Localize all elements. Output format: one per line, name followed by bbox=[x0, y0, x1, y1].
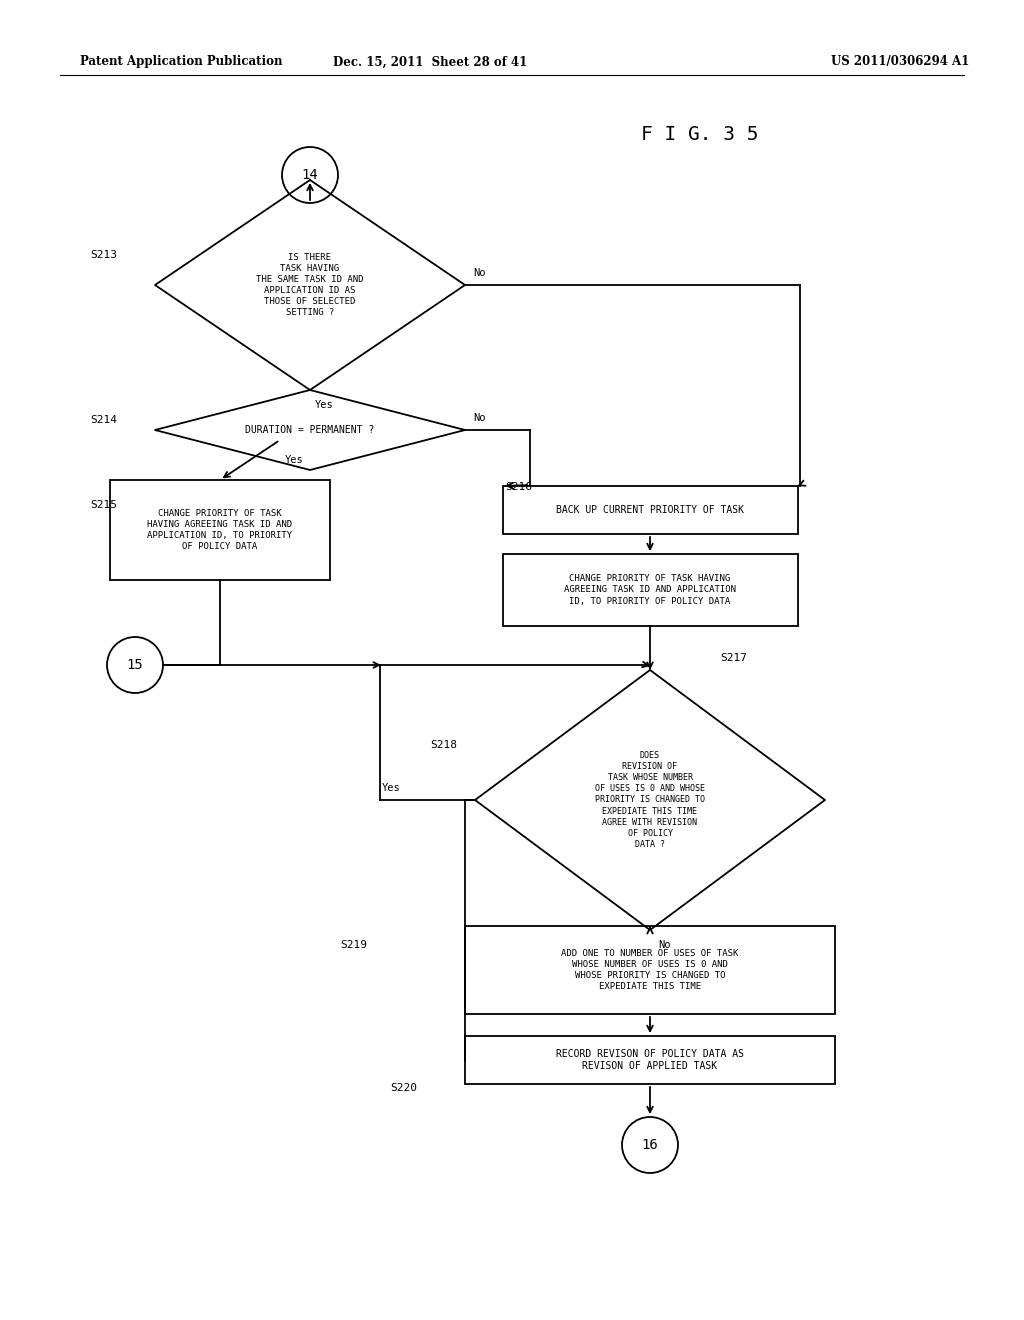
Text: S217: S217 bbox=[720, 653, 746, 663]
Bar bbox=[503, 554, 798, 626]
Text: US 2011/0306294 A1: US 2011/0306294 A1 bbox=[830, 55, 969, 69]
Text: RECORD REVISON OF POLICY DATA AS
REVISON OF APPLIED TASK: RECORD REVISON OF POLICY DATA AS REVISON… bbox=[556, 1049, 744, 1072]
Text: No: No bbox=[473, 413, 485, 422]
Text: ADD ONE TO NUMBER OF USES OF TASK
WHOSE NUMBER OF USES IS 0 AND
WHOSE PRIORITY I: ADD ONE TO NUMBER OF USES OF TASK WHOSE … bbox=[561, 949, 738, 991]
Text: S216: S216 bbox=[505, 482, 532, 492]
Bar bbox=[503, 486, 798, 535]
Text: S220: S220 bbox=[390, 1082, 417, 1093]
Bar bbox=[465, 927, 835, 1014]
Text: Yes: Yes bbox=[285, 455, 304, 465]
Text: Yes: Yes bbox=[382, 783, 400, 793]
Text: IS THERE
TASK HAVING
THE SAME TASK ID AND
APPLICATION ID AS
THOSE OF SELECTED
SE: IS THERE TASK HAVING THE SAME TASK ID AN… bbox=[256, 252, 364, 317]
Text: S218: S218 bbox=[430, 741, 457, 750]
Text: CHANGE PRIORITY OF TASK HAVING
AGREEING TASK ID AND APPLICATION
ID, TO PRIORITY : CHANGE PRIORITY OF TASK HAVING AGREEING … bbox=[564, 574, 736, 606]
Text: S219: S219 bbox=[340, 940, 367, 950]
Text: BACK UP CURRENT PRIORITY OF TASK: BACK UP CURRENT PRIORITY OF TASK bbox=[556, 506, 744, 515]
Text: F I G. 3 5: F I G. 3 5 bbox=[641, 125, 759, 144]
Text: Patent Application Publication: Patent Application Publication bbox=[80, 55, 283, 69]
Text: Yes: Yes bbox=[315, 400, 334, 411]
Text: S213: S213 bbox=[90, 249, 117, 260]
Text: No: No bbox=[658, 940, 671, 950]
Text: CHANGE PRIORITY OF TASK
HAVING AGREEING TASK ID AND
APPLICATION ID, TO PRIORITY
: CHANGE PRIORITY OF TASK HAVING AGREEING … bbox=[147, 508, 293, 552]
Text: DURATION = PERMANENT ?: DURATION = PERMANENT ? bbox=[246, 425, 375, 436]
Text: 14: 14 bbox=[302, 168, 318, 182]
Text: DOES
REVISION OF
TASK WHOSE NUMBER
OF USES IS 0 AND WHOSE
PRIORITY IS CHANGED TO: DOES REVISION OF TASK WHOSE NUMBER OF US… bbox=[595, 751, 705, 849]
Text: S215: S215 bbox=[90, 500, 117, 510]
Text: S214: S214 bbox=[90, 414, 117, 425]
Text: Dec. 15, 2011  Sheet 28 of 41: Dec. 15, 2011 Sheet 28 of 41 bbox=[333, 55, 527, 69]
Text: 15: 15 bbox=[127, 657, 143, 672]
Bar bbox=[110, 480, 330, 579]
Bar bbox=[465, 1036, 835, 1084]
Text: No: No bbox=[473, 268, 485, 279]
Text: 16: 16 bbox=[642, 1138, 658, 1152]
